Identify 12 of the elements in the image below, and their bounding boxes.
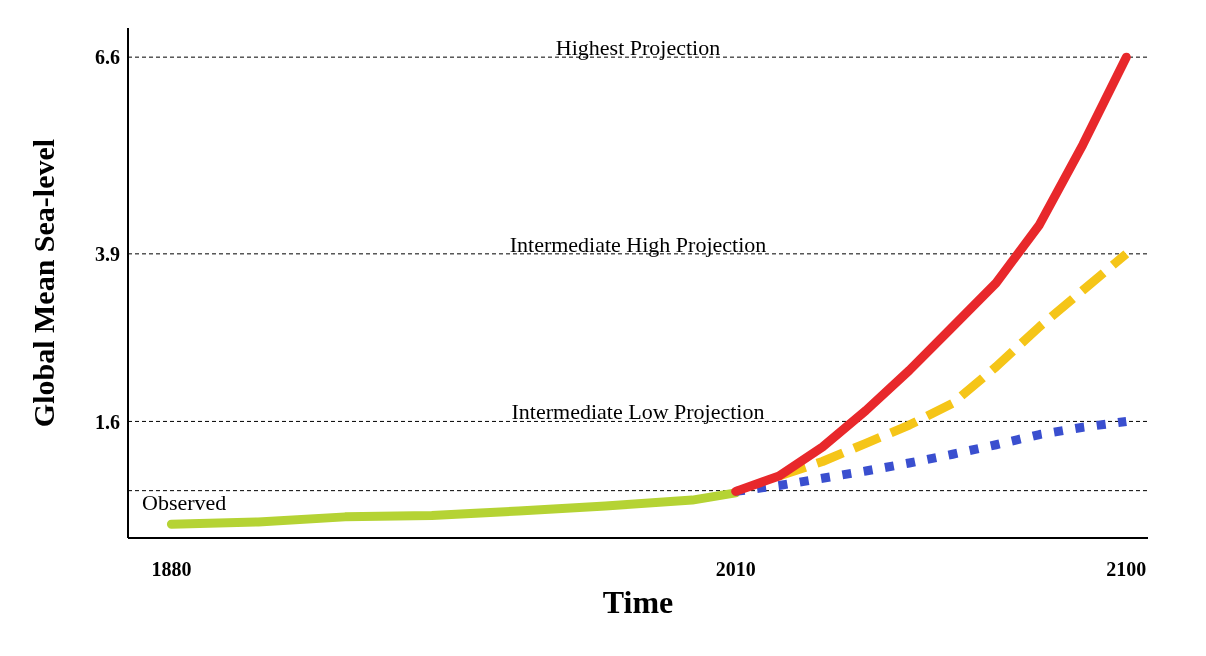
x-axis-title: Time [602,584,674,620]
x-tick-label: 1880 [151,558,192,581]
ref-line-label: Highest Projection [555,34,721,60]
y-tick-label: 6.6 [95,46,120,69]
y-tick-label: 3.9 [95,242,120,265]
x-tick-label: 2100 [1106,558,1147,581]
y-axis-title: Global Mean Sea-level [26,138,60,428]
y-tick-label: 1.6 [95,410,120,433]
ref-line-label: Observed [142,490,227,516]
ref-line-label: Intermediate Low Projection [511,399,765,425]
ref-line-label: Intermediate High Projection [509,231,767,257]
x-tick-label: 2010 [715,558,756,581]
